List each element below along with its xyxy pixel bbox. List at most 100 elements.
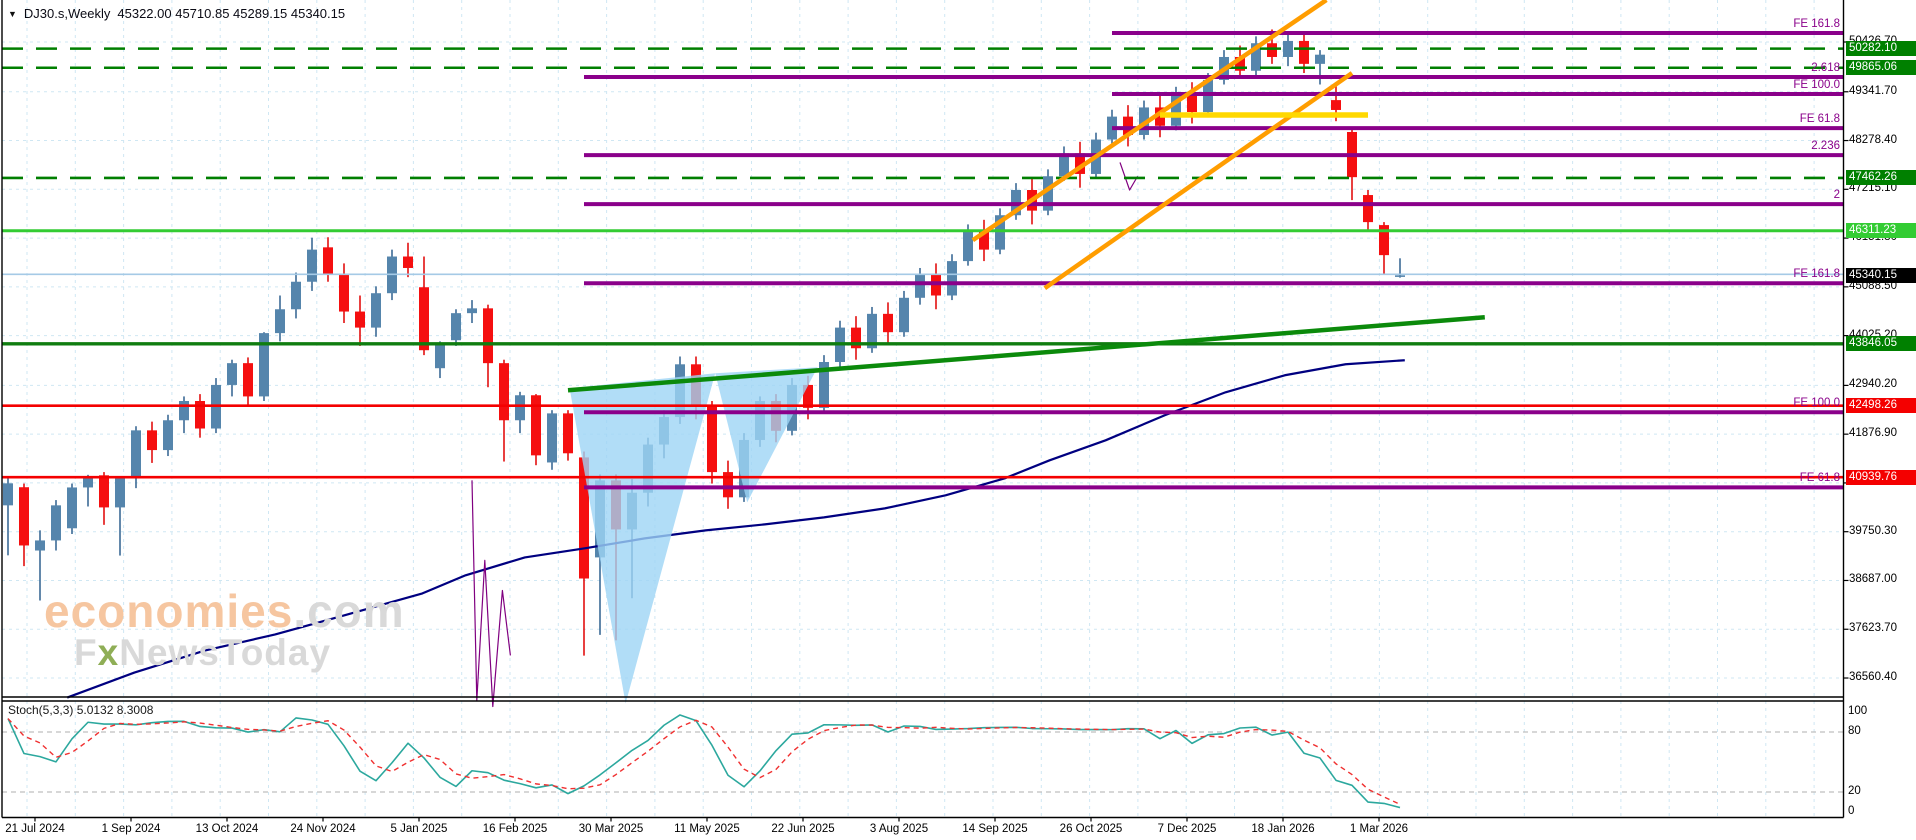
green-trendline	[567, 314, 1485, 393]
orange-channel-lower	[1043, 71, 1354, 291]
candle-body	[323, 247, 333, 275]
stoch-axis-label: 100	[1848, 705, 1868, 717]
date-label: 11 May 2025	[674, 823, 740, 835]
symbol-label: DJ30.s,Weekly	[23, 6, 111, 21]
candle-body	[307, 249, 317, 282]
candle-body	[483, 308, 493, 364]
watermark: economies.com FxNewsToday	[44, 588, 405, 671]
candle-body	[1171, 93, 1181, 126]
candle-body	[947, 261, 957, 296]
candle-body	[1363, 195, 1373, 223]
candle-body	[1331, 100, 1341, 110]
fib-level-label: 2.236	[1811, 140, 1840, 153]
fib-level-label: FE 100.0	[1793, 397, 1840, 410]
orange-channel-upper	[971, 0, 1328, 243]
candle-body	[403, 256, 413, 268]
candle-body	[435, 345, 445, 369]
candle-body	[979, 231, 989, 250]
fib-level-label: 2	[1833, 189, 1840, 202]
candle-body	[1299, 40, 1309, 64]
candle-body	[1075, 153, 1085, 174]
stoch-k-line	[7, 714, 1401, 809]
candle-body	[1267, 43, 1277, 57]
price-axis-label: 36560.40	[1849, 671, 1897, 684]
price-badge: 49865.06	[1846, 60, 1916, 76]
candle-body	[1395, 275, 1405, 277]
candle-body	[355, 311, 365, 328]
candle-body	[1315, 54, 1325, 64]
candle-body	[275, 309, 285, 334]
price-axis-label: 41876.90	[1849, 427, 1897, 440]
date-label: 16 Feb 2025	[482, 823, 548, 835]
date-label: 21 Jul 2024	[5, 823, 65, 835]
date-label: 26 Oct 2025	[1059, 823, 1123, 835]
candle-body	[963, 231, 973, 262]
fib-level-label: FE 161.8	[1793, 268, 1840, 281]
fib-level-label: FE 61.8	[1799, 472, 1840, 485]
stoch-axis-label: 20	[1848, 785, 1861, 797]
candle-body	[563, 413, 573, 454]
candle-body	[723, 472, 733, 498]
candle-body	[35, 540, 45, 551]
candle-body	[915, 274, 925, 298]
candle-body	[227, 363, 237, 385]
candle-body	[99, 475, 109, 508]
price-badge: 47462.26	[1846, 170, 1916, 186]
price-axis-label: 48278.40	[1849, 133, 1897, 146]
candle-body	[19, 487, 29, 546]
candle-body	[579, 457, 589, 579]
price-badge: 42498.26	[1846, 398, 1916, 414]
price-badge: 50282.10	[1846, 41, 1916, 57]
candle-body	[51, 505, 61, 541]
price-axis-label: 37623.70	[1849, 622, 1897, 635]
price-badge: 40939.76	[1846, 469, 1916, 485]
zigzag-drawing	[471, 480, 511, 708]
candle-body	[147, 430, 157, 451]
candle-body	[707, 405, 717, 473]
moving-average-line	[66, 359, 1405, 699]
candle-body	[531, 395, 541, 456]
candle-body	[259, 333, 269, 397]
pattern-shape	[569, 373, 716, 704]
candle-body	[3, 483, 13, 506]
candle-body	[819, 362, 829, 408]
candle-body	[163, 420, 173, 451]
candle-body	[339, 274, 349, 312]
candle-body	[131, 430, 141, 479]
fib-level-label: FE 100.0	[1793, 79, 1840, 92]
candle-body	[1379, 225, 1389, 256]
candle-body	[1251, 43, 1261, 71]
candle-body	[83, 476, 93, 488]
date-label: 5 Jan 2025	[390, 823, 448, 835]
stoch-axis-label: 0	[1848, 805, 1855, 817]
watermark-brand: economies.com	[44, 585, 405, 637]
candle-body	[371, 293, 381, 328]
candle-body	[243, 363, 253, 397]
price-axis-label: 39750.30	[1849, 524, 1897, 537]
candle-body	[851, 327, 861, 349]
date-label: 22 Jun 2025	[771, 823, 835, 835]
pattern-shape	[715, 367, 818, 503]
candle-body	[467, 308, 477, 314]
price-badge: 45340.15	[1846, 267, 1916, 283]
candle-body	[1235, 56, 1245, 71]
candle-body	[1187, 93, 1197, 113]
symbol-dropdown-icon[interactable]: ▼	[8, 8, 17, 19]
stoch-axis-label: 80	[1848, 725, 1861, 737]
candle-body	[899, 297, 909, 333]
watermark-tagline: FxNewsToday	[74, 632, 332, 673]
candle-body	[1043, 176, 1053, 211]
candle-body	[195, 400, 205, 429]
candle-body	[995, 215, 1005, 250]
candle-body	[1123, 116, 1133, 135]
candle-body	[499, 363, 509, 421]
candle-body	[291, 281, 301, 310]
date-label: 3 Aug 2025	[869, 823, 929, 835]
price-axis-label: 45088.50	[1849, 279, 1897, 292]
price-badge: 46311.23	[1846, 223, 1916, 239]
price-axis-label: 49341.70	[1849, 84, 1897, 97]
candle-body	[419, 287, 429, 351]
candle-body	[867, 313, 877, 349]
date-label: 18 Jan 2026	[1251, 823, 1315, 835]
